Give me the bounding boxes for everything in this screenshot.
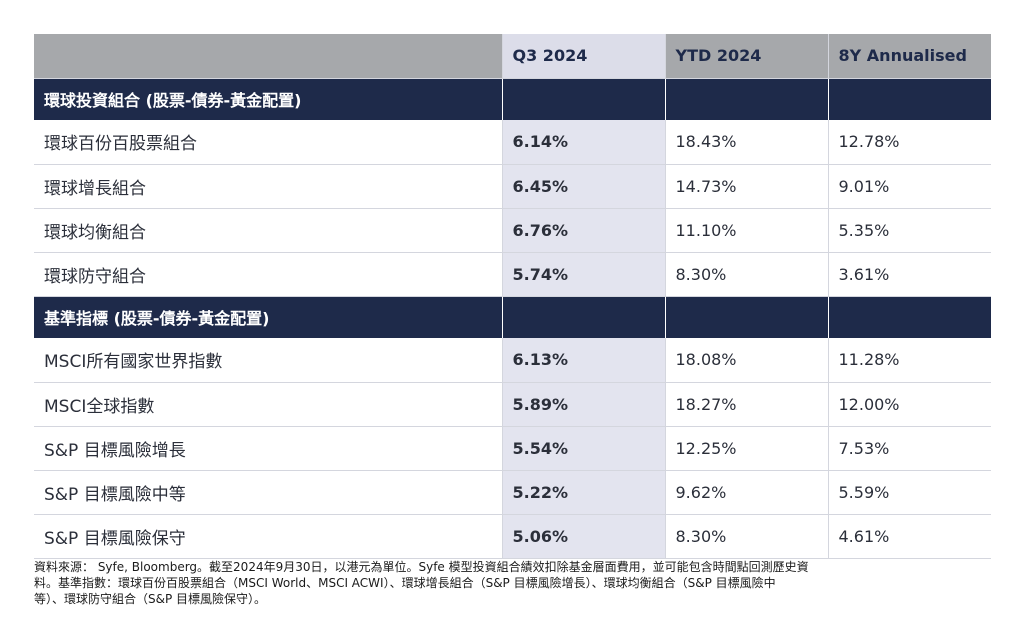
row-q3-value: 5.22% (501, 470, 665, 515)
row-name: S&P 目標風險保守 (34, 514, 502, 559)
row-q3-value: 5.74% (501, 252, 665, 297)
table-row: 環球百份百股票組合 6.14% 18.43% 12.78% (34, 120, 991, 165)
row-8y-value: 9.01% (827, 164, 991, 209)
table-row: S&P 目標風險中等 5.22% 9.62% 5.59% (34, 470, 991, 515)
table-row: 環球防守組合 5.74% 8.30% 3.61% (34, 252, 991, 297)
footnote-line: 等）、環球防守組合（S&P 目標風險保守）。 (34, 592, 267, 606)
table-row: MSCI全球指數 5.89% 18.27% 12.00% (34, 382, 991, 427)
row-name: MSCI全球指數 (34, 382, 502, 427)
row-8y-value: 7.53% (827, 426, 991, 471)
row-8y-value: 11.28% (827, 338, 991, 383)
row-ytd-value: 18.27% (664, 382, 828, 427)
row-q3-value: 5.89% (501, 382, 665, 427)
section-header-benchmarks: 基準指標 (股票-債券-黃金配置) (34, 296, 991, 338)
row-name: 環球防守組合 (34, 252, 502, 297)
table-row: 環球均衡組合 6.76% 11.10% 5.35% (34, 208, 991, 253)
row-8y-value: 12.00% (827, 382, 991, 427)
header-empty (34, 34, 502, 79)
footnote-line: 資料來源： Syfe, Bloomberg。截至2024年9月30日，以港元為單… (34, 560, 809, 574)
row-q3-value: 6.45% (501, 164, 665, 209)
row-8y-value: 5.59% (827, 470, 991, 515)
row-8y-value: 3.61% (827, 252, 991, 297)
row-name: 環球均衡組合 (34, 208, 502, 253)
row-q3-value: 5.54% (501, 426, 665, 471)
row-ytd-value: 8.30% (664, 252, 828, 297)
row-name: 環球百份百股票組合 (34, 120, 502, 165)
row-ytd-value: 9.62% (664, 470, 828, 515)
row-name: S&P 目標風險中等 (34, 470, 502, 515)
header-row: Q3 2024 YTD 2024 8Y Annualised (34, 34, 991, 79)
footnote-line: 料。基準指數：環球百份百股票組合（MSCI World、MSCI ACWI）、環… (34, 576, 776, 590)
section-title: 基準指標 (股票-債券-黃金配置) (34, 296, 502, 338)
row-q3-value: 6.14% (501, 120, 665, 165)
header-8y-annualised: 8Y Annualised (827, 34, 991, 79)
table-row: 環球增長組合 6.45% 14.73% 9.01% (34, 164, 991, 209)
row-8y-value: 12.78% (827, 120, 991, 165)
section-header-global-portfolios: 環球投資組合 (股票-債券-黃金配置) (34, 78, 991, 120)
header-ytd-2024: YTD 2024 (664, 34, 828, 79)
row-name: 環球增長組合 (34, 164, 502, 209)
row-name: MSCI所有國家世界指數 (34, 338, 502, 383)
section-title: 環球投資組合 (股票-債券-黃金配置) (34, 78, 502, 120)
row-q3-value: 6.13% (501, 338, 665, 383)
row-ytd-value: 18.43% (664, 120, 828, 165)
footnote: 資料來源： Syfe, Bloomberg。截至2024年9月30日，以港元為單… (34, 559, 984, 607)
header-q3-2024: Q3 2024 (501, 34, 665, 79)
row-q3-value: 5.06% (501, 514, 665, 559)
row-ytd-value: 12.25% (664, 426, 828, 471)
row-ytd-value: 18.08% (664, 338, 828, 383)
row-ytd-value: 14.73% (664, 164, 828, 209)
table-row: S&P 目標風險保守 5.06% 8.30% 4.61% (34, 514, 991, 559)
row-q3-value: 6.76% (501, 208, 665, 253)
performance-table: Q3 2024 YTD 2024 8Y Annualised 環球投資組合 (股… (34, 34, 991, 559)
row-8y-value: 5.35% (827, 208, 991, 253)
row-ytd-value: 8.30% (664, 514, 828, 559)
row-8y-value: 4.61% (827, 514, 991, 559)
row-name: S&P 目標風險增長 (34, 426, 502, 471)
row-ytd-value: 11.10% (664, 208, 828, 253)
table-row: MSCI所有國家世界指數 6.13% 18.08% 11.28% (34, 338, 991, 383)
table-row: S&P 目標風險增長 5.54% 12.25% 7.53% (34, 426, 991, 471)
